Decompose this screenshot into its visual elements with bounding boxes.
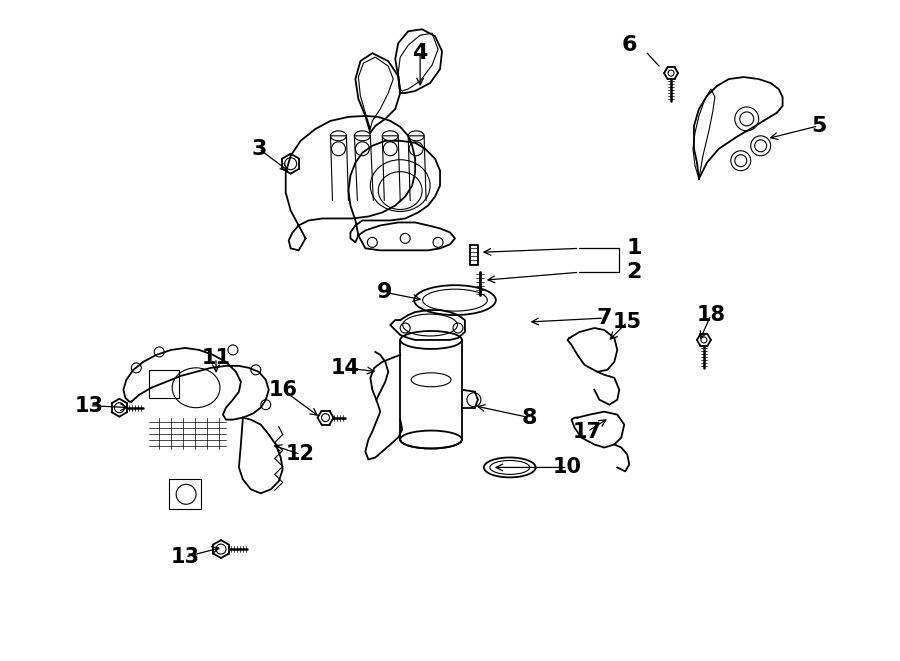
Text: 11: 11 [202, 348, 230, 368]
Text: 6: 6 [622, 35, 637, 56]
Text: 13: 13 [171, 547, 200, 567]
Text: 18: 18 [697, 305, 725, 325]
Text: 7: 7 [597, 308, 612, 328]
Text: 8: 8 [522, 408, 537, 428]
Text: 9: 9 [376, 282, 392, 302]
Text: 14: 14 [331, 358, 360, 378]
Text: 12: 12 [286, 444, 315, 465]
Text: 17: 17 [573, 422, 602, 442]
Text: 10: 10 [553, 457, 582, 477]
Text: 2: 2 [626, 262, 642, 282]
Text: 1: 1 [626, 239, 642, 258]
Text: 4: 4 [412, 43, 427, 63]
Text: 16: 16 [268, 380, 297, 400]
Text: 3: 3 [251, 139, 266, 159]
Text: 15: 15 [613, 312, 642, 332]
Text: 13: 13 [75, 396, 104, 416]
Text: 5: 5 [811, 116, 826, 136]
